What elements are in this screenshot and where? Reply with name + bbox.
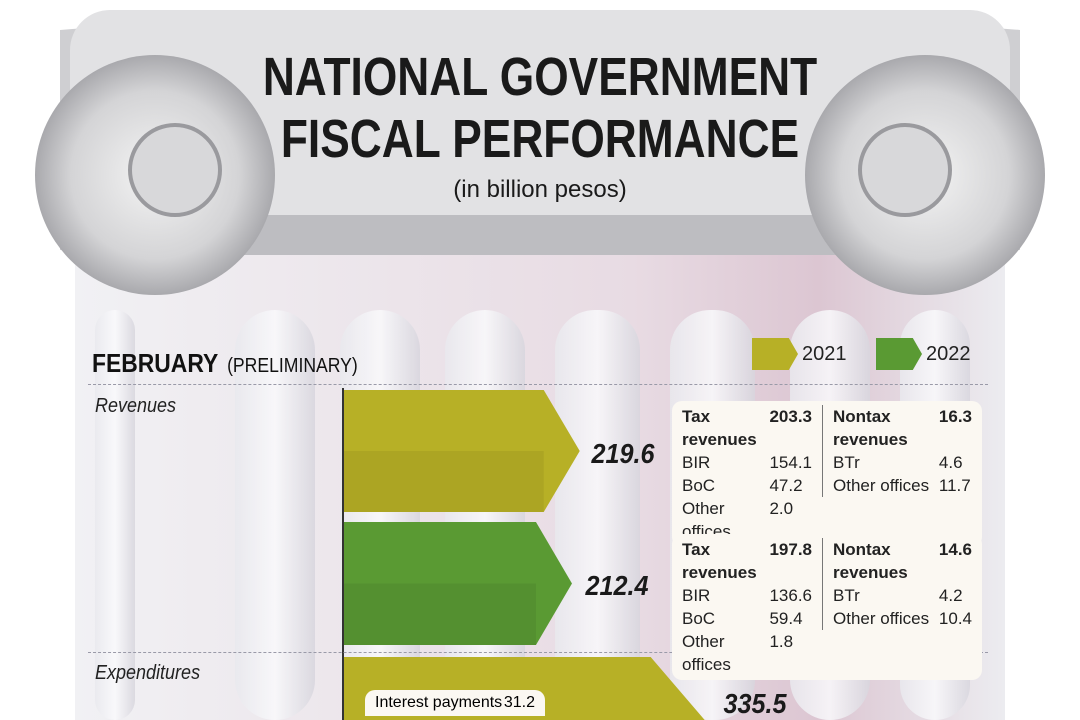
item-value: 136.6 — [769, 586, 812, 605]
title-line-1: NATIONAL GOVERNMENT — [262, 47, 818, 107]
divider — [88, 384, 988, 385]
item-label: Other offices — [682, 632, 731, 674]
nontax-value: 14.6 — [938, 540, 972, 559]
bar-shade — [343, 583, 536, 645]
item-label: BIR — [682, 586, 711, 605]
breakdown-box-2022: Tax revenues 197.8 BIR 136.6 BoC 59.4 Other… — [672, 534, 982, 680]
item-value: 47.2 — [769, 476, 803, 495]
item-label: BTr — [833, 586, 860, 605]
tax-label: Tax revenues — [682, 540, 757, 582]
expenditure-breakdown-box: Interest payments 31.2 — [365, 690, 545, 716]
nontax-label: Nontax revenues — [833, 540, 908, 582]
nontax-value: 16.3 — [938, 407, 972, 426]
tax-value: 197.8 — [769, 540, 812, 559]
bar-shade — [343, 451, 544, 512]
item-value: 31.2 — [503, 694, 535, 711]
item-label: Interest payments — [375, 694, 503, 711]
item-value: 4.2 — [938, 586, 963, 605]
nontax-label: Nontax revenues — [833, 407, 908, 449]
bar-2022 — [343, 522, 572, 645]
item-label: BoC — [682, 476, 716, 495]
item-label: BIR — [682, 453, 711, 472]
item-label: Other offices — [833, 476, 930, 495]
divider — [88, 652, 988, 653]
month: FEBRUARY — [92, 348, 219, 378]
group-label-revenues: Revenues — [95, 395, 177, 417]
data-label: 335.5 — [723, 688, 787, 719]
legend-2022: 2022 — [876, 338, 971, 370]
legend-2021: 2021 — [752, 338, 847, 370]
item-value: 4.6 — [938, 453, 963, 472]
period-header: FEBRUARY (PRELIMINARY) — [92, 348, 358, 379]
breakdown-box-2021: Tax revenues 203.3 BIR 154.1 BoC 47.2 Other… — [672, 401, 982, 547]
item-value: 10.4 — [938, 609, 972, 628]
bar-2021 — [343, 390, 580, 512]
legend-label: 2022 — [926, 342, 971, 365]
legend-label: 2021 — [802, 342, 847, 365]
title-line-2: FISCAL PERFORMANCE — [280, 109, 800, 169]
item-value: 59.4 — [769, 609, 803, 628]
data-label: 219.6 — [591, 438, 655, 469]
item-value: 154.1 — [769, 453, 812, 472]
tax-label: Tax revenues — [682, 407, 757, 449]
legend-swatch-2022 — [876, 338, 922, 370]
item-label: Other offices — [833, 609, 930, 628]
data-label: 212.4 — [585, 570, 649, 601]
item-value: 11.7 — [938, 476, 971, 495]
group-label-expenditures: Expenditures — [95, 662, 201, 684]
unit-subtitle: (in billion pesos) — [453, 176, 627, 203]
item-value: 1.8 — [769, 632, 794, 651]
item-value: 2.0 — [769, 499, 794, 518]
item-label: BTr — [833, 453, 860, 472]
legend-swatch-2021 — [752, 338, 798, 370]
item-label: BoC — [682, 609, 716, 628]
tax-value: 203.3 — [769, 407, 812, 426]
preliminary-note: (PRELIMINARY) — [227, 355, 358, 377]
